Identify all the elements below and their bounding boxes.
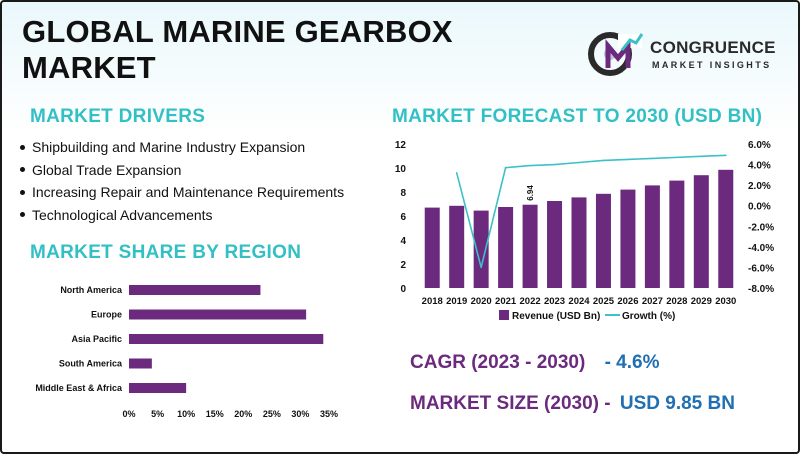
region-bar <box>129 383 187 393</box>
growth-line <box>455 154 726 268</box>
x-tick-label: 2028 <box>666 296 687 307</box>
revenue-bar <box>498 207 514 288</box>
y-right-tick-label: 0.0% <box>748 202 771 213</box>
x-tick-label: 2022 <box>520 296 541 307</box>
revenue-bar <box>595 193 611 288</box>
region-label: Europe <box>91 310 122 320</box>
growth-point <box>529 164 531 167</box>
revenue-bar <box>693 175 709 288</box>
drivers-heading: MARKET DRIVERS <box>30 106 206 127</box>
logo-tagline: MARKET INSIGHTS <box>652 60 772 70</box>
x-tick-label: 2024 <box>568 296 590 307</box>
legend-label-growth: Growth (%) <box>622 311 675 322</box>
x-tick-label: 30% <box>291 409 309 419</box>
x-tick-label: 2021 <box>495 296 517 307</box>
region-label: Middle East & Africa <box>35 383 123 393</box>
x-tick-label: 20% <box>234 409 252 419</box>
growth-point <box>627 158 629 161</box>
region-bar <box>129 358 152 369</box>
growth-point <box>553 163 556 166</box>
cagr-label: CAGR (2023 - 2030) <box>410 352 586 373</box>
cagr-value: - 4.6% <box>604 352 660 373</box>
y-left-tick-label: 6 <box>400 212 406 223</box>
growth-point <box>651 157 654 160</box>
growth-point <box>504 166 507 169</box>
x-tick-label: 2018 <box>422 296 443 307</box>
y-left-tick-label: 2 <box>400 260 406 271</box>
revenue-bar <box>473 210 489 288</box>
region-label: North America <box>60 285 123 295</box>
y-left-tick-label: 10 <box>395 164 407 175</box>
y-left-tick-label: 4 <box>400 236 406 247</box>
growth-point <box>700 155 703 158</box>
driver-item: Technological Advancements <box>20 204 390 227</box>
y-right-tick-label: 4.0% <box>748 161 771 172</box>
driver-item: Global Trade Expansion <box>20 159 390 182</box>
region-bar <box>129 334 324 344</box>
market-size-row: MARKET SIZE (2030) - USD 9.85 BN <box>410 393 735 415</box>
data-label: 6.94 <box>526 185 535 201</box>
y-right-tick-label: 2.0% <box>748 181 771 192</box>
legend-label-revenue: Revenue (USD Bn) <box>512 311 600 322</box>
x-tick-label: 10% <box>177 409 195 419</box>
x-tick-label: 2020 <box>471 296 492 307</box>
region-bar <box>129 285 261 295</box>
growth-point <box>455 172 458 174</box>
logo-name: CONGRUENCE <box>650 38 776 57</box>
y-right-tick-label: -2.0% <box>748 222 774 233</box>
revenue-bar <box>718 169 734 288</box>
region-label: South America <box>59 359 123 369</box>
revenue-bar <box>669 180 685 288</box>
revenue-bar <box>547 201 563 288</box>
page-title: GLOBAL MARINE GEARBOX MARKET <box>22 14 453 85</box>
y-right-tick-label: -8.0% <box>748 284 774 295</box>
x-tick-label: 25% <box>263 409 281 419</box>
x-tick-label: 5% <box>151 409 164 419</box>
x-tick-label: 2030 <box>715 296 736 307</box>
x-tick-label: 2029 <box>691 296 712 307</box>
company-logo: CONGRUENCE MARKET INSIGHTS <box>586 28 786 80</box>
growth-point <box>578 161 580 164</box>
x-tick-label: 2027 <box>642 296 663 307</box>
driver-item: Increasing Repair and Maintenance Requir… <box>20 181 390 204</box>
drivers-list: Shipbuilding and Marine Industry Expansi… <box>20 136 390 226</box>
revenue-bar <box>620 189 636 288</box>
forecast-heading: MARKET FORECAST TO 2030 (USD BN) <box>392 106 763 127</box>
region-label: Asia Pacific <box>71 334 122 344</box>
x-tick-label: 2019 <box>446 296 467 307</box>
x-tick-label: 2025 <box>593 296 615 307</box>
x-tick-label: 2023 <box>544 296 565 307</box>
legend-swatch-revenue <box>499 310 509 320</box>
growth-point <box>480 266 482 269</box>
y-right-tick-label: 6.0% <box>748 140 771 151</box>
x-tick-label: 2026 <box>617 296 638 307</box>
x-tick-label: 15% <box>206 409 224 419</box>
y-left-tick-label: 0 <box>400 284 406 295</box>
revenue-bar <box>449 205 465 288</box>
revenue-bar <box>571 197 587 288</box>
y-right-tick-label: -6.0% <box>748 263 774 274</box>
revenue-bar <box>644 185 660 288</box>
region-bar <box>129 309 307 320</box>
share-heading: MARKET SHARE BY REGION <box>30 242 302 263</box>
growth-point <box>602 159 605 162</box>
x-tick-label: 35% <box>320 409 338 419</box>
driver-item: Shipbuilding and Marine Industry Expansi… <box>20 136 390 159</box>
growth-point <box>676 156 678 159</box>
revenue-bar <box>522 204 538 288</box>
y-left-tick-label: 8 <box>400 188 406 199</box>
market-size-value: USD 9.85 BN <box>619 393 735 414</box>
y-right-tick-label: -4.0% <box>748 243 774 254</box>
y-left-tick-label: 12 <box>395 140 407 151</box>
growth-point <box>724 154 727 157</box>
cagr-row: CAGR (2023 - 2030) - 4.6% <box>410 352 660 374</box>
logo-monogram-icon <box>588 32 644 76</box>
revenue-bar <box>424 207 440 288</box>
x-tick-label: 0% <box>122 409 135 419</box>
market-size-label: MARKET SIZE (2030) - <box>410 393 611 414</box>
